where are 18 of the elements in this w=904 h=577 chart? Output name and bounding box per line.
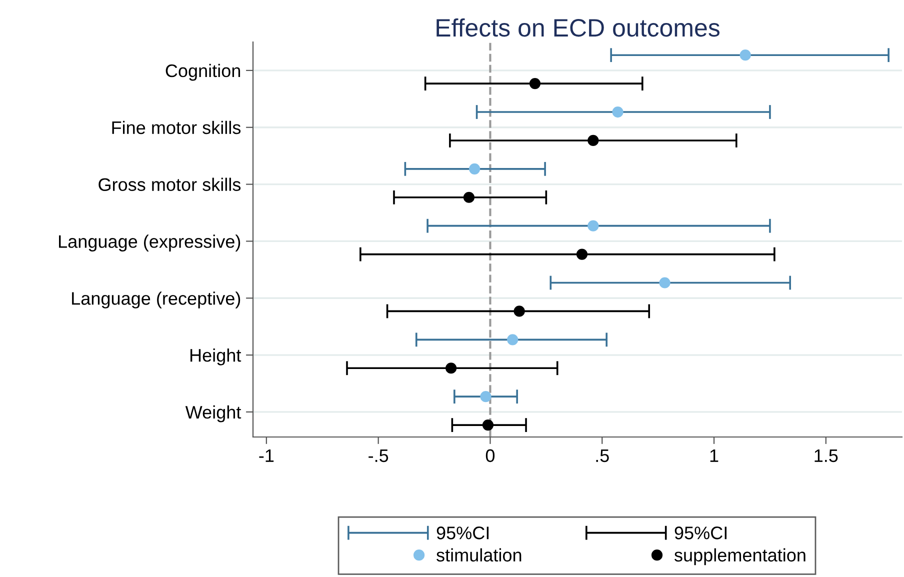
y-tick-label: Gross motor skills <box>98 178 241 192</box>
y-tick-label: Height <box>190 348 242 366</box>
y-tick-label: Cognition <box>166 64 240 81</box>
y-tick-label: Weight <box>185 405 242 422</box>
legend-label: supplementation <box>674 548 806 566</box>
legend-label: stimulation <box>436 548 522 562</box>
y-tick-label: Language (expressive) <box>59 234 240 252</box>
x-tick-label: 0 <box>486 449 495 462</box>
text: 95%CI <box>674 526 726 540</box>
x-tick-label: -1 <box>259 449 274 462</box>
x-tick-label: 1 <box>710 449 718 462</box>
text: 95%CI <box>436 526 489 540</box>
chart-title: Effects on ECD outcomes <box>436 18 720 37</box>
x-tick-label: -.5 <box>368 449 388 462</box>
x-tick-label: .5 <box>596 449 609 462</box>
y-tick-label: Fine motor skills <box>112 120 241 134</box>
x-tick-label: 1.5 <box>814 449 838 462</box>
y-tick-label: Language (receptive) <box>72 292 240 308</box>
